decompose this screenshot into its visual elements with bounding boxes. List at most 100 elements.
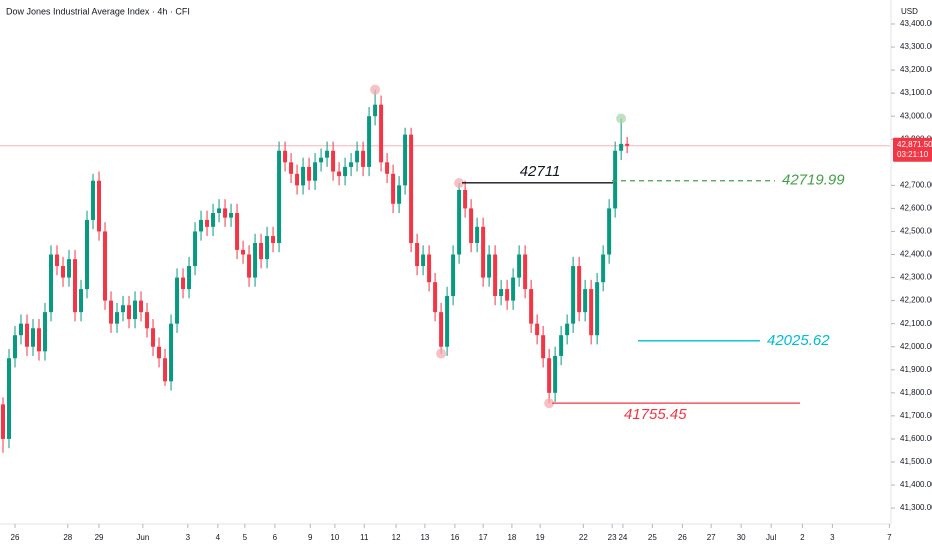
x-tick-label: 12 xyxy=(392,533,401,542)
x-tick-label: 27 xyxy=(707,533,716,542)
candle-body xyxy=(433,282,438,313)
candle-body xyxy=(499,289,504,297)
x-tick-label: 6 xyxy=(273,533,278,542)
y-tick-label: 41,800.00 xyxy=(900,388,932,397)
candle-body xyxy=(301,166,306,186)
x-tick-label: 28 xyxy=(63,533,72,542)
candle-body xyxy=(127,305,132,320)
candle-body xyxy=(595,282,600,336)
candle-body xyxy=(223,208,228,218)
candle-body xyxy=(385,162,390,174)
candle-body xyxy=(613,150,618,209)
candle-body xyxy=(505,289,510,301)
y-tick-label: 42,100.00 xyxy=(900,319,932,328)
candle-body xyxy=(439,312,444,347)
candle-body xyxy=(565,323,570,336)
candle-body xyxy=(133,300,138,320)
candle-body xyxy=(79,289,84,313)
candle-body xyxy=(193,231,198,267)
candle-body xyxy=(247,254,252,278)
x-tick-label: 30 xyxy=(737,533,746,542)
x-tick-label: 2 xyxy=(800,533,805,542)
x-tick-label: 26 xyxy=(678,533,687,542)
candle-body xyxy=(25,323,30,347)
candle-body xyxy=(535,323,540,336)
y-tick-label: 42,300.00 xyxy=(900,273,932,282)
candle-body xyxy=(355,150,360,163)
candle-body xyxy=(475,226,480,243)
candle-body xyxy=(181,277,186,290)
candle-body xyxy=(139,300,144,313)
y-tick-label: 43,200.00 xyxy=(900,65,932,74)
currency: USD xyxy=(901,7,918,16)
candle-body xyxy=(337,171,342,177)
candle-body xyxy=(259,242,264,260)
candle-body xyxy=(403,134,408,186)
candle-body xyxy=(463,189,468,209)
price-box xyxy=(893,137,932,162)
annotation-label: 42711 xyxy=(520,163,561,180)
swing-marker xyxy=(454,178,465,189)
swing-marker xyxy=(370,84,381,95)
price-label: 42,871.50 xyxy=(897,140,932,149)
candle-body xyxy=(235,213,240,250)
candle-body xyxy=(91,180,96,220)
candle-body xyxy=(7,358,12,439)
candle-body xyxy=(583,289,588,313)
x-tick-label: 22 xyxy=(579,533,588,542)
y-tick-label: 41,400.00 xyxy=(900,480,932,489)
x-tick-label: 18 xyxy=(507,533,516,542)
countdown: 03:21:10 xyxy=(897,150,929,159)
candle-body xyxy=(511,277,516,301)
candle-body xyxy=(379,104,384,163)
candle-body xyxy=(163,358,168,382)
candle-body xyxy=(319,157,324,163)
x-tick-label: 25 xyxy=(648,533,657,542)
candle-body xyxy=(211,213,216,227)
candle-body xyxy=(19,323,24,336)
candle-body xyxy=(61,266,66,278)
y-tick-label: 41,700.00 xyxy=(900,411,932,420)
candle-body xyxy=(601,254,606,283)
candle-body xyxy=(619,143,624,151)
candle-body xyxy=(121,305,126,313)
candle-body xyxy=(55,254,60,267)
y-tick-label: 43,300.00 xyxy=(900,42,932,51)
candle-body xyxy=(73,259,78,313)
candle-body xyxy=(205,219,210,227)
candle-body xyxy=(493,254,498,297)
candle-body xyxy=(277,150,282,243)
candle-body xyxy=(313,162,318,181)
candle-body xyxy=(283,150,288,163)
candle-body xyxy=(625,143,630,146)
chart-title: Dow Jones Industrial Average Index · 4h … xyxy=(6,6,190,16)
candle-body xyxy=(481,226,486,278)
candle-body xyxy=(151,328,156,347)
candle-body xyxy=(409,134,414,243)
y-tick-label: 42,500.00 xyxy=(900,227,932,236)
candle-body xyxy=(547,358,552,393)
candle-body xyxy=(169,323,174,382)
x-tick-label: 3 xyxy=(186,533,191,542)
candle-body xyxy=(559,335,564,356)
candle-body xyxy=(343,166,348,177)
candle-body xyxy=(487,254,492,278)
x-tick-label: 24 xyxy=(618,533,627,542)
y-tick-label: 43,000.00 xyxy=(900,111,932,120)
candle-body xyxy=(427,254,432,283)
candle-body xyxy=(253,242,258,278)
y-tick-label: 41,600.00 xyxy=(900,434,932,443)
candle-body xyxy=(589,289,594,336)
candle-body xyxy=(571,266,576,324)
candle-body xyxy=(217,208,222,214)
candle-body xyxy=(367,116,372,167)
candle-body xyxy=(241,249,246,255)
candle-body xyxy=(349,162,354,167)
candle-body xyxy=(145,312,150,329)
y-tick-label: 41,500.00 xyxy=(900,457,932,466)
candle-body xyxy=(157,346,162,359)
candle-body xyxy=(523,254,528,290)
candle-body xyxy=(49,254,54,313)
